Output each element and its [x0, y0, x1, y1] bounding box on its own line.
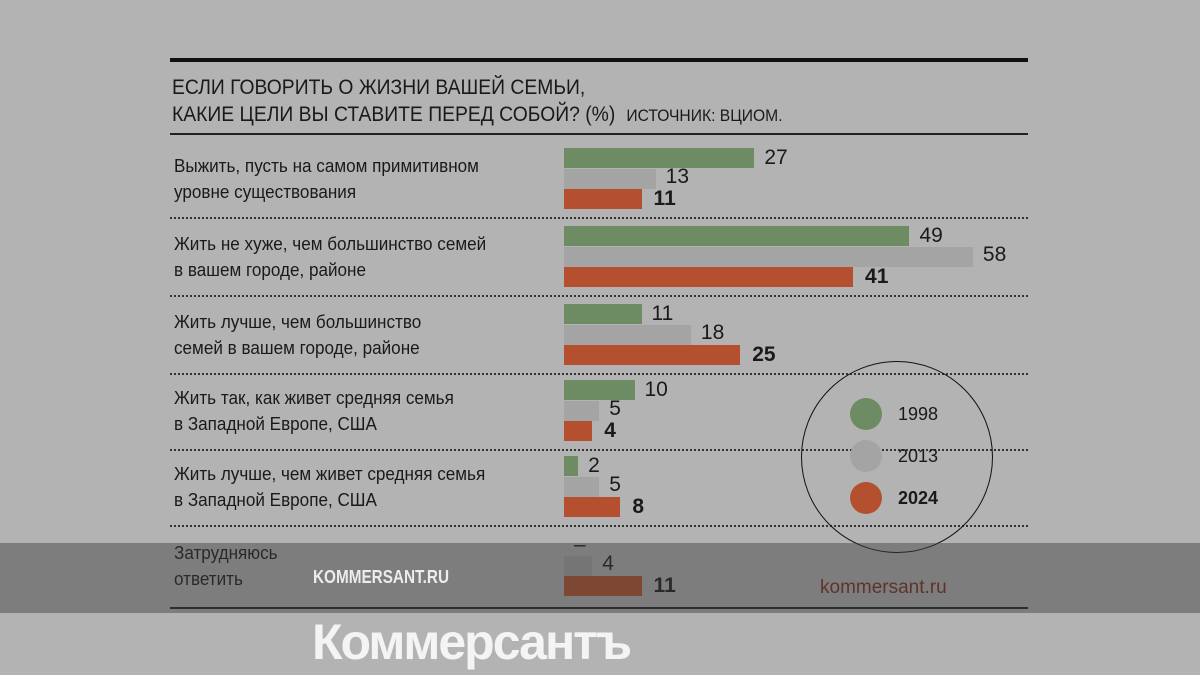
- value-label-1998: 2: [588, 454, 600, 477]
- title-line-1: ЕСЛИ ГОВОРИТЬ О ЖИЗНИ ВАШЕЙ СЕМЬИ,: [172, 76, 586, 99]
- row-divider: [170, 217, 1028, 219]
- legend-dot: [850, 398, 882, 430]
- legend-dot: [850, 482, 882, 514]
- watermark-band: [0, 543, 1200, 613]
- bar-2013: [564, 324, 691, 345]
- chart-title: ЕСЛИ ГОВОРИТЬ О ЖИЗНИ ВАШЕЙ СЕМЬИ, КАКИЕ…: [172, 74, 783, 129]
- legend-item-2013: 2013: [850, 440, 938, 472]
- category-label: Жить лучше, чем живет средняя семья в Зап…: [174, 461, 485, 513]
- category-label-line: в Западной Европе, США: [174, 490, 377, 510]
- bar-1998: [564, 456, 579, 476]
- category-label: Затрудняюсь ответить: [174, 540, 278, 592]
- value-label-2024: 4: [604, 419, 616, 442]
- bar-1998: [564, 148, 755, 168]
- category-label-line: в вашем городе, районе: [174, 260, 367, 280]
- category-label: Жить не хуже, чем большинство семей в ваш…: [174, 231, 486, 283]
- footer-site: kommersant.ru: [820, 577, 947, 598]
- bar-2024: [564, 345, 741, 365]
- value-label-2024: 11: [653, 574, 676, 597]
- category-label-line: Жить лучше, чем большинство: [174, 312, 422, 332]
- category-label-line: в Западной Европе, США: [174, 414, 377, 434]
- watermark-logo: Коммерсантъ: [312, 614, 632, 670]
- category-label-line: Жить не хуже, чем большинство семей: [174, 234, 487, 254]
- row-divider: [170, 295, 1028, 297]
- category-label: Жить лучше, чем большинство семей в вашем…: [174, 309, 421, 361]
- bottom-rule: [170, 607, 1028, 609]
- category-label-line: ответить: [174, 569, 243, 589]
- bar-2024: [564, 576, 642, 596]
- value-label-2013: 13: [665, 164, 689, 188]
- value-label-2024: 25: [752, 343, 776, 366]
- bar-2013: [564, 246, 973, 267]
- title-rule: [170, 133, 1028, 135]
- value-label-2013: 18: [700, 320, 725, 344]
- legend-item-2024: 2024: [850, 482, 938, 514]
- title-line-2: КАКИЕ ЦЕЛИ ВЫ СТАВИТЕ ПЕРЕД СОБОЙ? (%): [172, 103, 616, 126]
- top-rule: [170, 58, 1028, 62]
- bar-2013: [564, 555, 593, 576]
- legend-circle: [801, 361, 993, 553]
- value-label-2013: 58: [982, 242, 1007, 266]
- row-divider: [170, 373, 1028, 375]
- bar-2013: [564, 168, 656, 189]
- bar-1998: [564, 380, 635, 400]
- category-label-line: Жить так, как живет средняя семья: [174, 388, 454, 408]
- value-label-1998: 11: [651, 302, 674, 325]
- value-label-1998: 49: [919, 224, 943, 247]
- legend-dot: [850, 440, 882, 472]
- legend-label: 1998: [898, 403, 939, 424]
- category-label: Жить так, как живет средняя семья в Запад…: [174, 385, 454, 437]
- value-label-2024: 11: [653, 187, 676, 210]
- value-label-2013: 4: [602, 551, 614, 575]
- bar-2024: [564, 267, 854, 287]
- bar-1998: [564, 226, 910, 246]
- value-label-2013: 5: [609, 472, 621, 496]
- category-label-line: уровне существования: [174, 182, 357, 202]
- watermark-site: KOMMERSANT.RU: [313, 567, 449, 587]
- row-divider: [170, 525, 1028, 527]
- value-label-1998: 27: [764, 146, 788, 169]
- value-label-2013: 5: [609, 396, 621, 420]
- category-label-line: Выжить, пусть на самом примитивном: [174, 156, 479, 176]
- category-label-line: Затрудняюсь: [174, 543, 278, 563]
- row-divider: [170, 449, 1028, 451]
- legend-label: 2024: [898, 487, 939, 508]
- category-label-line: семей в вашем городе, районе: [174, 338, 420, 358]
- bar-1998: [564, 304, 642, 324]
- source-label: ИСТОЧНИК: ВЦИОМ.: [626, 106, 783, 125]
- bar-2024: [564, 421, 593, 441]
- value-label-2024: 8: [632, 495, 645, 518]
- value-label-2024: 41: [865, 265, 889, 288]
- value-label-1998: 10: [644, 378, 668, 401]
- category-label: Выжить, пусть на самом примитивном уровне…: [174, 153, 479, 205]
- category-label-line: Жить лучше, чем живет средняя семья: [174, 464, 486, 484]
- bar-2013: [564, 476, 600, 497]
- bar-2024: [564, 497, 621, 517]
- value-label-1998: –: [574, 533, 586, 556]
- bar-2024: [564, 189, 642, 209]
- legend-label: 2013: [898, 445, 939, 466]
- bar-2013: [564, 400, 600, 421]
- legend-item-1998: 1998: [850, 398, 938, 430]
